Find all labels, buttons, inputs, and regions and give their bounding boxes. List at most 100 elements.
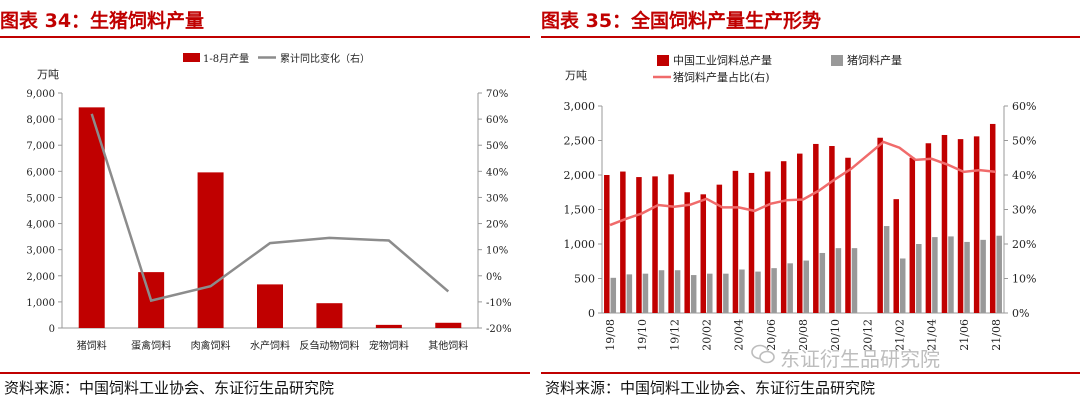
y2-tick-label: -20% — [486, 324, 512, 335]
source-rule — [541, 372, 1080, 374]
y2-tick-label: 10% — [486, 246, 508, 257]
bar-水产饲料 — [257, 284, 283, 328]
y2-tick-label: 20% — [1012, 238, 1036, 251]
bar-total-20/11 — [845, 157, 851, 313]
bar-total-20/01 — [684, 192, 690, 313]
bar-宠物饲料 — [375, 324, 402, 328]
bar-total-21/02 — [893, 199, 899, 313]
bar-pig-20/05 — [755, 271, 761, 313]
y-tick-label: 2,000 — [26, 272, 55, 283]
title-rule — [541, 36, 1080, 38]
x-tick-label: 19/10 — [636, 319, 649, 351]
y-tick-label: 0 — [49, 324, 55, 335]
bar-total-20/09 — [813, 143, 819, 313]
bar-total-20/04 — [732, 170, 739, 313]
line-pig-feed-share — [609, 140, 997, 227]
x-tick-label: 肉禽饲料 — [191, 339, 231, 352]
bar-total-20/03 — [716, 184, 723, 313]
y-tick-label: 8,000 — [26, 115, 55, 126]
bar-pig-21/02 — [899, 258, 906, 313]
bar-pig-19/11 — [658, 270, 665, 313]
x-tick-label: 21/04 — [926, 319, 939, 351]
legend-swatch-total — [657, 55, 669, 66]
bar-total-20/05 — [748, 172, 755, 313]
y-axis-unit: 万吨 — [565, 69, 587, 82]
source-note: 资料来源：中国饲料工业协会、东证衍生品研究院 — [4, 379, 335, 397]
y-tick-label: 4,000 — [26, 220, 55, 231]
x-tick-label: 20/04 — [733, 319, 746, 351]
x-tick-label: 19/08 — [604, 319, 617, 351]
chart-pig-feed-output: 1-8月产量 累计同比变化（右） 万吨 0 1,000 2,000 3,000 4,000 5,… — [26, 52, 512, 352]
legend-label-bar: 1-8月产量 — [203, 52, 249, 65]
y-tick-label: 3,000 — [564, 100, 596, 113]
bar-total-20/08 — [797, 153, 803, 313]
x-tick-label: 蛋禽饲料 — [131, 339, 171, 352]
x-tick-label: 20/12 — [861, 319, 874, 351]
bar-pig-19/09 — [626, 274, 633, 313]
x-tick-label: 宠物饲料 — [369, 339, 409, 352]
y2-tick-label: 40% — [486, 167, 508, 178]
bar-total-19/11 — [652, 176, 658, 313]
bar-pig-21/07 — [980, 239, 986, 313]
y-tick-label: 500 — [574, 273, 595, 286]
y2-tick-label: 60% — [486, 115, 508, 126]
y-tick-label: 0 — [588, 307, 595, 320]
wechat-icon — [751, 344, 775, 364]
y2-tick-label: 70% — [486, 89, 508, 100]
bar-pig-19/10 — [642, 273, 649, 313]
bar-pig-20/04 — [739, 269, 745, 313]
x-tick-label: 20/06 — [765, 319, 778, 351]
y2-tick-label: -10% — [486, 298, 512, 309]
bar-pig-21/01 — [883, 226, 890, 313]
x-tick-label: 猪饲料 — [77, 339, 107, 352]
bar-total-19/08 — [604, 175, 610, 313]
bar-pig-20/03 — [723, 273, 729, 313]
y-axis-unit: 万吨 — [37, 68, 59, 81]
source-note: 资料来源：中国饲料工业协会、东证衍生品研究院 — [545, 379, 876, 397]
bar-pig-21/06 — [964, 241, 970, 313]
bar-total-20/07 — [780, 161, 787, 313]
bar-pig-19/12 — [674, 270, 681, 313]
x-tick-label: 21/02 — [893, 319, 906, 351]
x-tick-label: 水产饲料 — [250, 339, 290, 352]
bar-total-20/10 — [829, 146, 835, 313]
bar-其他饲料 — [435, 322, 462, 328]
x-tick-label: 21/06 — [958, 319, 971, 351]
y-tick-label: 7,000 — [26, 141, 55, 152]
bar-pig-20/09 — [819, 252, 826, 313]
bar-total-19/12 — [668, 174, 674, 313]
bar-pig-21/05 — [948, 236, 954, 313]
bar-pig-20/10 — [835, 248, 842, 313]
panel-pig-feed-output: 图表 34：生猪饲料产量 1-8月产量 累计同比变化（右） 万吨 0 1,000 2,00… — [0, 0, 530, 411]
bar-total-21/05 — [941, 134, 948, 313]
bar-total-19/09 — [620, 171, 626, 313]
bar-pig-20/02 — [707, 273, 713, 313]
y2-tick-label: 50% — [486, 141, 508, 152]
line-yoy-change — [90, 113, 450, 303]
watermark: 东证衍生品研究院 — [780, 347, 940, 371]
legend-label-total: 中国工业饲料总产量 — [673, 53, 772, 67]
legend-swatch-bar — [183, 53, 200, 62]
y2-tick-label: 30% — [1012, 204, 1036, 217]
bar-pig-21/08 — [996, 235, 1002, 313]
y-tick-label: 1,000 — [26, 298, 55, 309]
bar-pig-20/07 — [787, 263, 793, 313]
bar-反刍动物饲料 — [316, 303, 343, 328]
legend-label-share: 猪饲料产量占比(右) — [673, 70, 770, 84]
y-tick-label: 2,500 — [564, 135, 596, 148]
chart-title: 图表 34：生猪饲料产量 — [0, 10, 205, 32]
bar-pig-20/06 — [771, 268, 777, 313]
y-tick-label: 3,000 — [26, 246, 55, 257]
y-tick-label: 5,000 — [26, 193, 55, 204]
source-rule — [0, 372, 530, 374]
bar-total-20/06 — [764, 171, 771, 313]
bar-total-21/06 — [957, 139, 964, 313]
y-tick-label: 1,500 — [564, 204, 596, 217]
x-tick-label: 20/10 — [829, 319, 842, 351]
y2-tick-label: 40% — [1012, 169, 1036, 182]
x-tick-label: 反刍动物饲料 — [299, 339, 359, 352]
y2-tick-label: 50% — [1012, 135, 1036, 148]
y-tick-label: 6,000 — [26, 167, 55, 178]
y-tick-label: 9,000 — [26, 89, 55, 100]
